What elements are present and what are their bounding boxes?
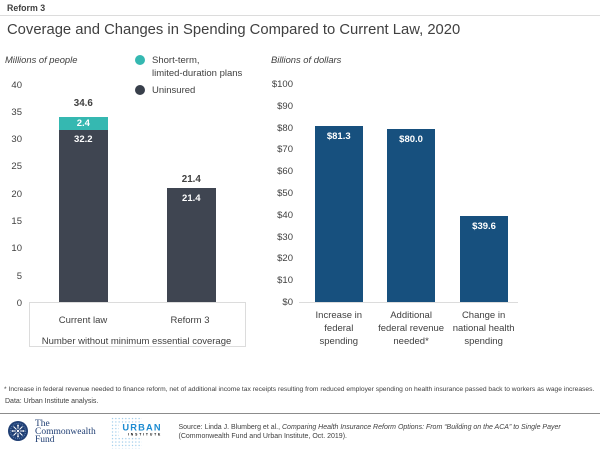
svg-text:URBAN: URBAN [122, 422, 161, 432]
svg-text:INSTITUTE: INSTITUTE [128, 432, 162, 436]
